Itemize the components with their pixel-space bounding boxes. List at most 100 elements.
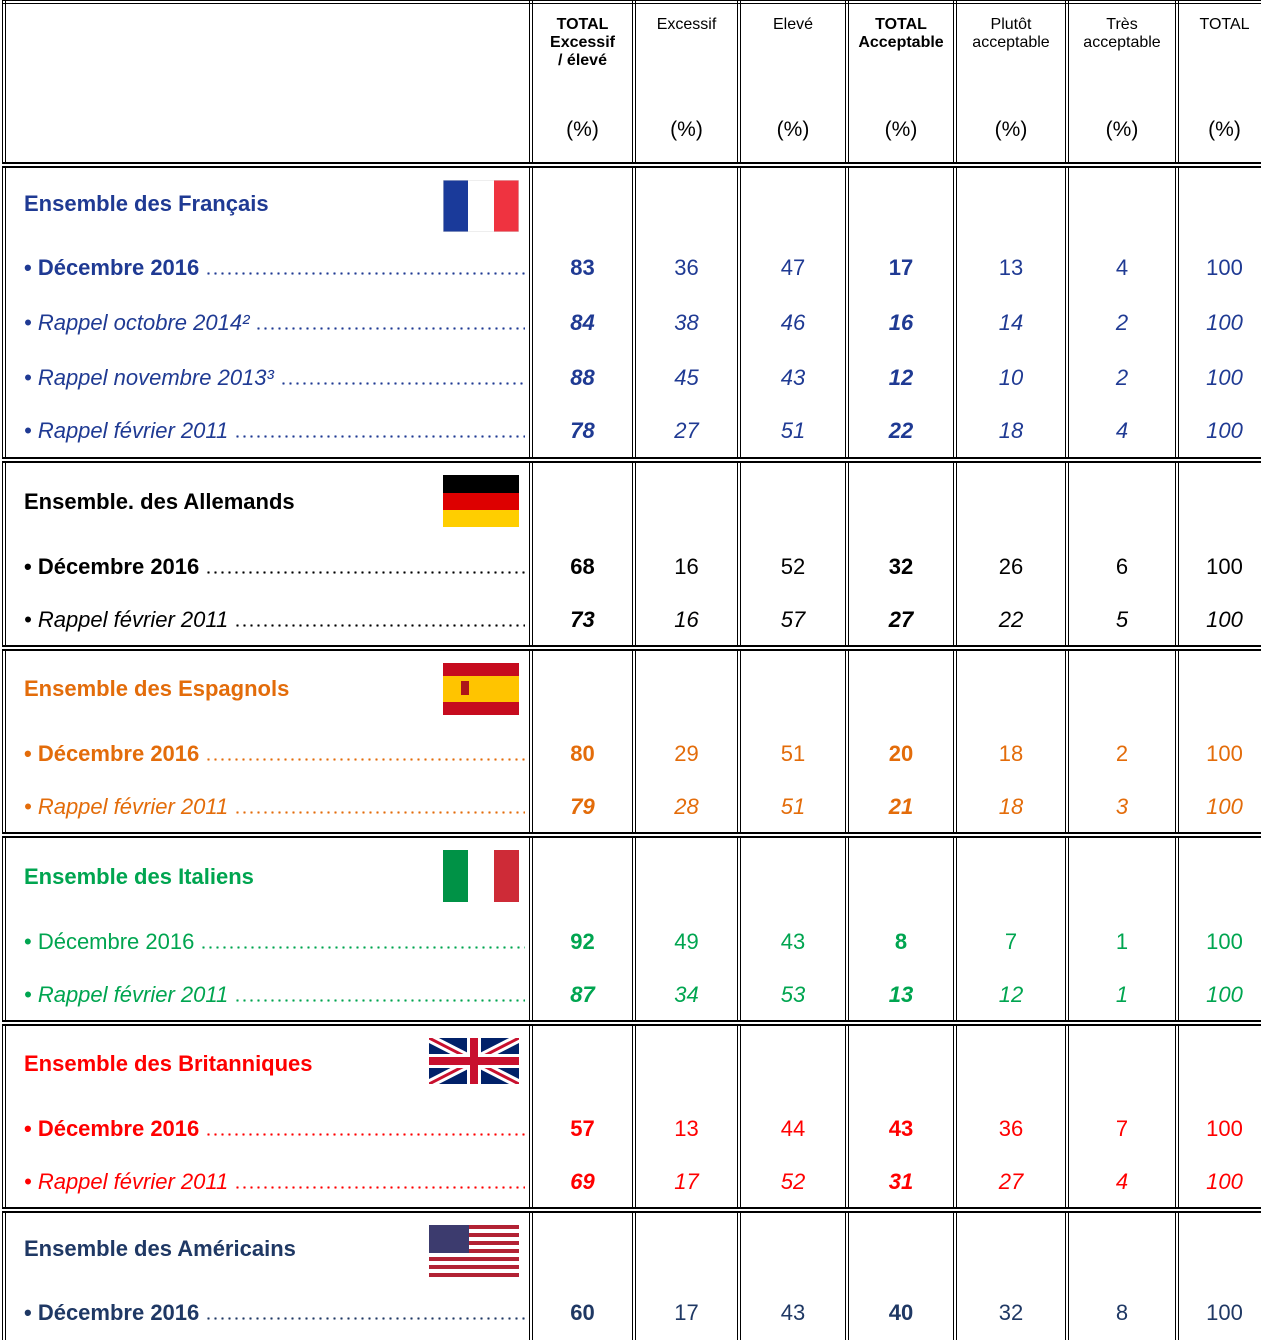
value-cell: 73 — [529, 594, 636, 648]
value: 8 — [894, 929, 908, 954]
value-cell: 1 — [1065, 969, 1179, 1023]
value-cell: 100 — [1175, 915, 1261, 969]
column-header: TOTAL Acceptable (%) — [845, 0, 957, 168]
value-cell: 43 — [737, 1285, 849, 1340]
value: 52 — [780, 554, 806, 579]
value-cell: 4 — [1065, 405, 1179, 460]
value-cell: 88 — [529, 350, 636, 405]
value-cell: 14 — [953, 295, 1069, 350]
value-cell: 13 — [845, 969, 957, 1023]
value-cell: 43 — [845, 1102, 957, 1156]
value: 100 — [1206, 554, 1243, 579]
value: 21 — [888, 793, 914, 819]
flag — [443, 475, 519, 533]
value-cell: 8 — [845, 915, 957, 969]
value: 14 — [998, 309, 1024, 335]
value-cell: 100 — [1175, 969, 1261, 1023]
data-row: • Rappel février 2011 69 17 52 31 27 4 100 — [2, 1156, 1261, 1210]
header-cell: TOTAL Acceptable (%) — [849, 4, 953, 154]
dot-leader — [205, 271, 525, 275]
value-cell: 32 — [953, 1285, 1069, 1340]
row-label-cell: • Décembre 2016 — [2, 727, 533, 781]
value-cell: 32 — [845, 540, 957, 594]
value-cell: 100 — [1175, 240, 1261, 295]
value: 27 — [674, 418, 699, 443]
value: 7 — [1004, 929, 1018, 954]
value: 32 — [888, 554, 914, 579]
value-cell: 100 — [1175, 781, 1261, 835]
value: 79 — [570, 793, 595, 819]
value: 3 — [1115, 793, 1129, 819]
value: 18 — [998, 418, 1024, 443]
empty-cell — [1065, 645, 1179, 727]
value-cell: 46 — [737, 295, 849, 350]
value: 13 — [998, 254, 1024, 280]
column-header: TOTAL (%) — [1175, 0, 1261, 168]
data-row: • Décembre 2016 83 36 47 17 13 4 100 — [2, 240, 1261, 295]
value: 60 — [570, 1299, 595, 1325]
data-row: • Décembre 2016 92 49 43 8 7 1 100 — [2, 915, 1261, 969]
value: 17 — [674, 1299, 699, 1325]
value-cell: 17 — [632, 1285, 741, 1340]
empty-cell — [845, 1020, 957, 1102]
value: 36 — [674, 254, 699, 280]
value: 2 — [1115, 741, 1129, 766]
empty-cell — [632, 1020, 741, 1102]
data-row: • Décembre 2016 60 17 43 40 32 8 100 — [2, 1285, 1261, 1340]
value-cell: 69 — [529, 1156, 636, 1210]
row-label: • Rappel novembre 2013³ — [24, 364, 274, 390]
row-label: • Rappel février 2011 — [24, 606, 229, 632]
value: 13 — [888, 981, 914, 1007]
group-title-cell: Ensemble des Italiens — [2, 832, 533, 915]
column-header: Elevé (%) — [737, 0, 849, 168]
value: 84 — [570, 309, 595, 335]
row-label-cell: • Rappel février 2011 — [2, 405, 533, 460]
row-label-cell: • Décembre 2016 — [2, 1285, 533, 1340]
row-label-cell: • Rappel novembre 2013³ — [2, 350, 533, 405]
value-cell: 2 — [1065, 727, 1179, 781]
column-title: Elevé — [772, 16, 814, 33]
row-label-cell: • Rappel février 2011 — [2, 969, 533, 1023]
row-label: • Décembre 2016 — [24, 741, 200, 766]
value: 4 — [1115, 418, 1129, 443]
row-label: • Rappel octobre 2014² — [24, 309, 250, 335]
value-cell: 28 — [632, 781, 741, 835]
value: 100 — [1206, 929, 1243, 954]
row-label: • Rappel février 2011 — [24, 981, 229, 1007]
empty-cell — [1065, 162, 1179, 240]
row-label-cell: • Décembre 2016 — [2, 540, 533, 594]
group-title-row: Ensemble. des Allemands — [2, 457, 1261, 540]
value: 8 — [1115, 1299, 1129, 1325]
empty-cell — [632, 1207, 741, 1285]
value: 36 — [998, 1116, 1024, 1141]
value-cell: 7 — [953, 915, 1069, 969]
column-title: Excessif — [656, 16, 717, 33]
value-cell: 27 — [632, 405, 741, 460]
value: 100 — [1206, 1299, 1243, 1325]
value: 47 — [780, 254, 806, 280]
dot-leader — [200, 946, 525, 949]
value: 1 — [1115, 929, 1129, 954]
value-cell: 87 — [529, 969, 636, 1023]
value-cell: 36 — [953, 1102, 1069, 1156]
value: 100 — [1206, 418, 1243, 443]
value-cell: 4 — [1065, 1156, 1179, 1210]
value-cell: 51 — [737, 405, 849, 460]
dot-leader — [234, 810, 525, 814]
leader: • Décembre 2016 — [24, 1300, 529, 1326]
value: 34 — [674, 981, 699, 1007]
value: 16 — [674, 554, 699, 579]
empty-cell — [1065, 1207, 1179, 1285]
value-cell: 100 — [1175, 594, 1261, 648]
value-cell: 22 — [953, 594, 1069, 648]
value-cell: 51 — [737, 781, 849, 835]
value: 100 — [1206, 981, 1243, 1007]
value: 57 — [570, 1116, 595, 1141]
empty-cell — [737, 645, 849, 727]
value: 1 — [1115, 981, 1129, 1007]
value: 43 — [780, 929, 806, 954]
value: 32 — [998, 1299, 1024, 1325]
column-title: Plutôt acceptable — [972, 16, 1050, 51]
value: 43 — [780, 1299, 806, 1325]
